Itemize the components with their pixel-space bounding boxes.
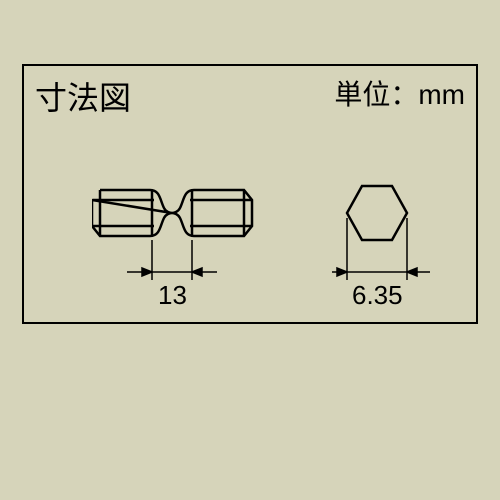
unit-label: 単位：mm: [334, 73, 465, 113]
end-view: 6.35: [332, 180, 452, 335]
drawing-title: 寸法図: [35, 73, 131, 119]
hex-dimension-label: 6.35: [352, 280, 403, 311]
waist-dimension-label: 13: [158, 280, 187, 311]
side-view: 13: [92, 180, 262, 325]
diagram-container: 13 6.35: [22, 150, 478, 324]
